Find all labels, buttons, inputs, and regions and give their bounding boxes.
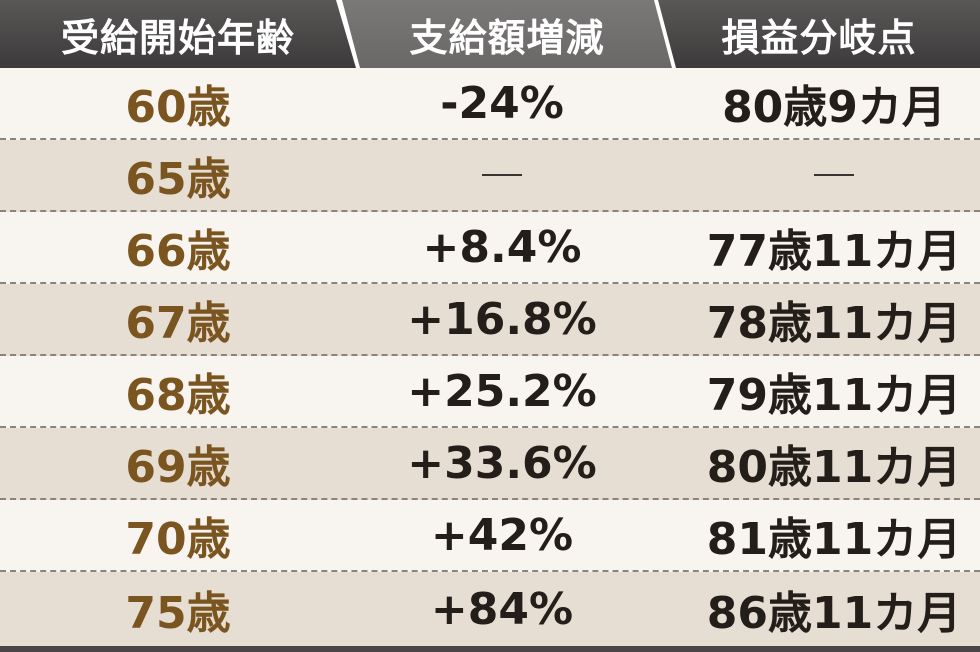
header-breakeven: 損益分岐点 [658,0,980,68]
header-amount-change: 支給額増減 [342,0,672,68]
breakeven-cell: 80歳9カ月 [722,82,946,133]
breakeven-cell: 81歳11カ月 [706,514,962,565]
header-start-age: 受給開始年齢 [0,0,356,68]
table-row: 67歳 +16.8% 78歳11カ月 [0,284,980,356]
breakeven-cell: 77歳11カ月 [706,226,962,277]
dash-mark [814,174,854,176]
start-age-cell: 70歳 [125,514,231,565]
dash-mark [482,174,522,176]
breakeven-cell: 80歳11カ月 [706,442,962,493]
amount-change-cell: -24% [440,77,564,129]
amount-change-cell: +25.2% [407,365,597,417]
breakeven-cell: 78歳11カ月 [706,298,962,349]
table-row: 70歳 +42% 81歳11カ月 [0,500,980,572]
amount-change-cell: +8.4% [422,221,582,273]
amount-change-cell: +42% [430,509,574,561]
start-age-cell: 60歳 [125,82,231,133]
amount-change-cell [352,140,652,210]
breakeven-cell: 79歳11カ月 [706,370,962,421]
table-row: 60歳 -24% 80歳9カ月 [0,68,980,140]
amount-change-cell: +84% [430,583,574,635]
table-header: 受給開始年齢 支給額増減 損益分岐点 [0,0,980,68]
start-age-cell: 68歳 [125,370,231,421]
amount-change-cell: +16.8% [407,293,597,345]
table-body: 60歳 -24% 80歳9カ月 65歳 66歳 +8.4% 77歳11カ月 67… [0,68,980,646]
table-row: 69歳 +33.6% 80歳11カ月 [0,428,980,500]
start-age-cell: 67歳 [125,298,231,349]
table-row: 75歳 +84% 86歳11カ月 [0,572,980,646]
amount-change-cell: +33.6% [407,437,597,489]
table-row: 66歳 +8.4% 77歳11カ月 [0,212,980,284]
start-age-cell: 66歳 [125,226,231,277]
start-age-cell: 75歳 [125,588,231,639]
bottom-border [0,646,980,652]
start-age-cell: 65歳 [125,154,231,205]
start-age-cell: 69歳 [125,442,231,493]
breakeven-cell [652,140,980,210]
breakeven-cell: 86歳11カ月 [706,588,962,639]
table-row: 65歳 [0,140,980,212]
table-row: 68歳 +25.2% 79歳11カ月 [0,356,980,428]
